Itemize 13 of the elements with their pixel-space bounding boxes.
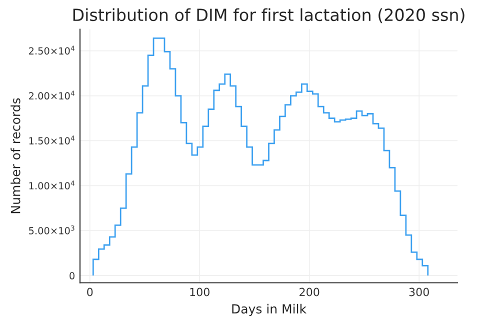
y-tick-label: 2.50×10$^{4}$ — [28, 46, 74, 55]
chart-title: Distribution of DIM for first lactation (2020 ssn) — [73, 8, 464, 24]
y-tick-label: 5.00×10$^{3}$ — [29, 225, 74, 234]
y-tick-label: 1.50×10$^{4}$ — [29, 136, 74, 144]
x-tick-label: 0 — [87, 288, 93, 296]
x-tick-label: 100 — [190, 288, 210, 296]
y-tick-label: 0 — [70, 272, 74, 280]
y-tick-label: 2.00×10$^{4}$ — [28, 90, 74, 100]
x-tick-label: 200 — [300, 288, 320, 296]
x-tick-label: 300 — [409, 288, 429, 296]
y-tick-label: 1.00×10$^{4}$ — [29, 180, 74, 190]
x-axis-title: Days in Milk — [232, 304, 306, 316]
y-axis-title: Number of records — [10, 98, 20, 214]
